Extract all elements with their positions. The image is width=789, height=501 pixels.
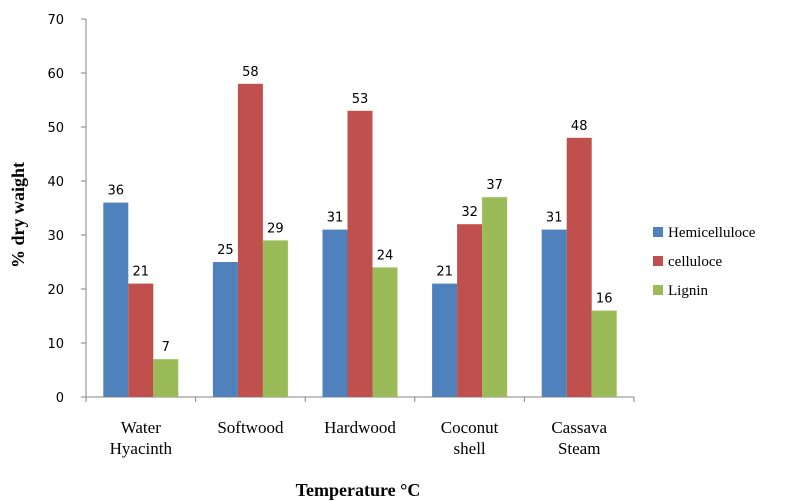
bar: [541, 229, 567, 397]
y-tick-label: 40: [47, 175, 64, 190]
y-tick-label: 10: [47, 337, 64, 352]
bar: [153, 359, 179, 397]
data-label: 29: [267, 221, 284, 236]
bar: [322, 229, 348, 397]
x-tick-label: Water Hyacinth: [110, 418, 173, 458]
legend-swatch: [653, 227, 663, 237]
bar: [128, 283, 154, 397]
x-tick-label: Softwood: [217, 418, 284, 437]
legend-label: Hemicelluloce: [668, 225, 756, 241]
data-label: 36: [108, 184, 125, 199]
y-tick-label: 70: [47, 13, 64, 28]
data-label: 58: [242, 65, 259, 80]
y-tick-label: 20: [47, 283, 64, 298]
bar: [457, 224, 483, 397]
bar: [212, 262, 238, 397]
y-tick-label: 30: [47, 229, 64, 244]
bar: [262, 240, 288, 397]
bar: [237, 83, 263, 398]
x-tick-label: Hardwood: [324, 418, 396, 437]
x-tick-label-line: Coconut: [441, 418, 499, 437]
x-tick-label: Coconut shell: [441, 418, 499, 458]
y-axis-title: % dry waight: [8, 162, 28, 268]
legend: Hemicelluloce celluloce Lignin: [653, 225, 756, 299]
bar: [566, 137, 592, 398]
data-label: 16: [596, 292, 613, 307]
y-tick-label: 0: [56, 391, 64, 406]
data-label: 21: [133, 265, 150, 280]
bars: [103, 83, 617, 398]
data-label: 25: [217, 243, 234, 258]
y-tick-label: 60: [47, 67, 64, 82]
data-label: 32: [461, 205, 478, 220]
bar: [372, 267, 398, 397]
legend-swatch: [653, 256, 663, 266]
y-axis: 0 10 20 30 40 50 60 70: [47, 13, 87, 406]
bar: [482, 197, 508, 397]
y-tick-label: 50: [47, 121, 64, 136]
data-label: 24: [377, 248, 394, 263]
legend-swatch: [653, 285, 663, 295]
x-tick-label-line: Steam: [558, 439, 601, 458]
x-axis-title: Temperature °C: [296, 480, 421, 500]
bar: [591, 310, 617, 397]
bar: [432, 283, 458, 397]
data-label: 21: [436, 265, 453, 280]
data-label: 37: [486, 178, 503, 193]
data-labels: 36 25 31 21 31 21 58 53 32 48 7 29 24 37 16: [108, 65, 613, 355]
data-label: 48: [571, 119, 588, 134]
x-tick-label-line: Softwood: [217, 418, 284, 437]
x-axis: Water Hyacinth Softwood Hardwood Coconut shel…: [85, 396, 635, 458]
data-label: 31: [546, 211, 563, 226]
x-tick-label-line: Hyacinth: [110, 439, 173, 458]
x-tick-label: Cassava Steam: [551, 418, 607, 458]
data-label: 53: [352, 92, 369, 107]
bar: [347, 110, 373, 398]
legend-label: Lignin: [668, 283, 708, 299]
legend-label: celluloce: [668, 254, 722, 270]
data-label: 31: [327, 211, 344, 226]
bar: [103, 202, 129, 397]
data-label: 7: [162, 340, 170, 355]
x-tick-label-line: Water: [121, 418, 161, 437]
x-tick-label-line: Hardwood: [324, 418, 396, 437]
x-tick-label-line: shell: [454, 439, 486, 458]
x-tick-label-line: Cassava: [551, 418, 607, 437]
